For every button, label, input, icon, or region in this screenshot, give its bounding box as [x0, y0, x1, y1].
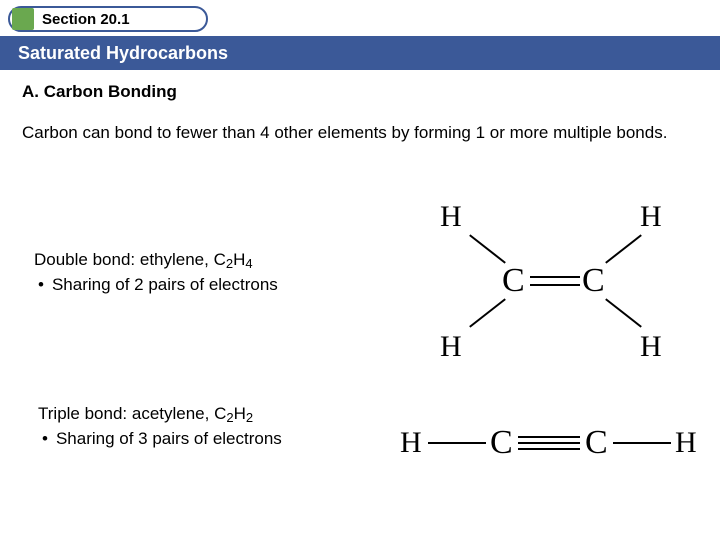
triple-bond-block: Triple bond: acetylene, C2H2 • Sharing o… — [38, 402, 378, 451]
double-bond-block: Double bond: ethylene, C2H4 • Sharing of… — [34, 248, 374, 297]
bond-line — [518, 448, 580, 450]
green-square-icon — [12, 8, 34, 30]
bond-line — [518, 442, 580, 444]
atom-c: C — [490, 424, 513, 462]
intro-paragraph: Carbon can bond to fewer than 4 other el… — [22, 122, 682, 145]
atom-c: C — [585, 424, 608, 462]
double-bond-title: Double bond: ethylene, C2H4 — [34, 248, 374, 273]
atom-h: H — [640, 200, 662, 234]
bond-line — [613, 442, 671, 444]
triple-bond-bullet: • Sharing of 3 pairs of electrons — [38, 427, 378, 452]
bond-line — [469, 298, 506, 327]
triple-bond-title: Triple bond: acetylene, C2H2 — [38, 402, 378, 427]
bullet-icon: • — [38, 273, 44, 298]
bond-line — [605, 234, 642, 263]
subheading: A. Carbon Bonding — [22, 82, 177, 102]
bond-line — [530, 276, 580, 278]
double-bond-bullet: • Sharing of 2 pairs of electrons — [34, 273, 374, 298]
bond-line — [530, 284, 580, 286]
atom-h: H — [400, 426, 422, 460]
acetylene-diagram: H C C H — [400, 420, 700, 470]
atom-c: C — [582, 262, 605, 300]
atom-c: C — [502, 262, 525, 300]
bond-line — [518, 436, 580, 438]
atom-h: H — [640, 330, 662, 364]
title-bar: Saturated Hydrocarbons — [0, 36, 720, 70]
bond-line — [605, 298, 642, 327]
bullet-icon: • — [42, 427, 48, 452]
atom-h: H — [675, 426, 697, 460]
atom-h: H — [440, 200, 462, 234]
bond-line — [469, 234, 506, 263]
ethylene-diagram: H H C C H H — [420, 200, 690, 370]
atom-h: H — [440, 330, 462, 364]
section-label: Section 20.1 — [42, 11, 130, 28]
page-title: Saturated Hydrocarbons — [18, 43, 228, 64]
bond-line — [428, 442, 486, 444]
section-tab: Section 20.1 — [8, 6, 208, 32]
